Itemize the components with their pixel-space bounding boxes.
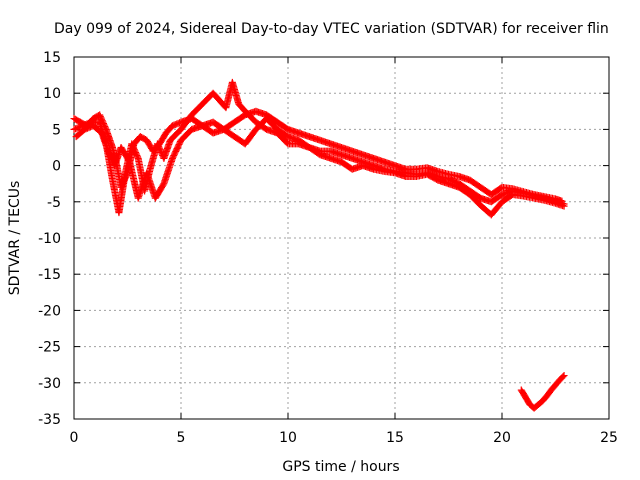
- data-point: [134, 153, 142, 161]
- x-tick-label: 10: [279, 430, 297, 446]
- data-point: [560, 202, 568, 210]
- data-point: [559, 373, 567, 381]
- y-tick-label: -35: [38, 412, 61, 428]
- y-axis-label: SDTVAR / TECUs: [7, 181, 23, 296]
- x-tick-label: 5: [177, 430, 186, 446]
- y-tick-label: -5: [47, 195, 61, 211]
- y-tick-label: 15: [43, 50, 61, 66]
- y-tick-label: -30: [38, 376, 61, 392]
- x-axis-label: GPS time / hours: [282, 459, 399, 475]
- series-tail-segment: [517, 372, 568, 412]
- x-tick-label: 20: [493, 430, 511, 446]
- x-tick-label: 0: [70, 430, 79, 446]
- data-point: [560, 372, 568, 380]
- series-track-c: [72, 115, 568, 219]
- data-marks: [70, 78, 568, 412]
- grid-lines: [74, 57, 609, 419]
- y-tick-label: 10: [43, 86, 61, 102]
- x-tick-label: 15: [386, 430, 404, 446]
- chart-title: Day 099 of 2024, Sidereal Day-to-day VTE…: [54, 21, 609, 37]
- y-tick-label: 0: [52, 159, 61, 175]
- x-tick-label: 25: [600, 430, 618, 446]
- y-tick-label: -15: [38, 267, 61, 283]
- y-tick-label: 5: [52, 122, 61, 138]
- y-tick-label: -20: [38, 303, 61, 319]
- y-tick-label: -25: [38, 340, 61, 356]
- y-tick-label: -10: [38, 231, 61, 247]
- axis-ticks: 0 5 10 15 20 25 15 10 5 0 -5 -10 -15 -20 -25 -30 -35: [38, 50, 618, 446]
